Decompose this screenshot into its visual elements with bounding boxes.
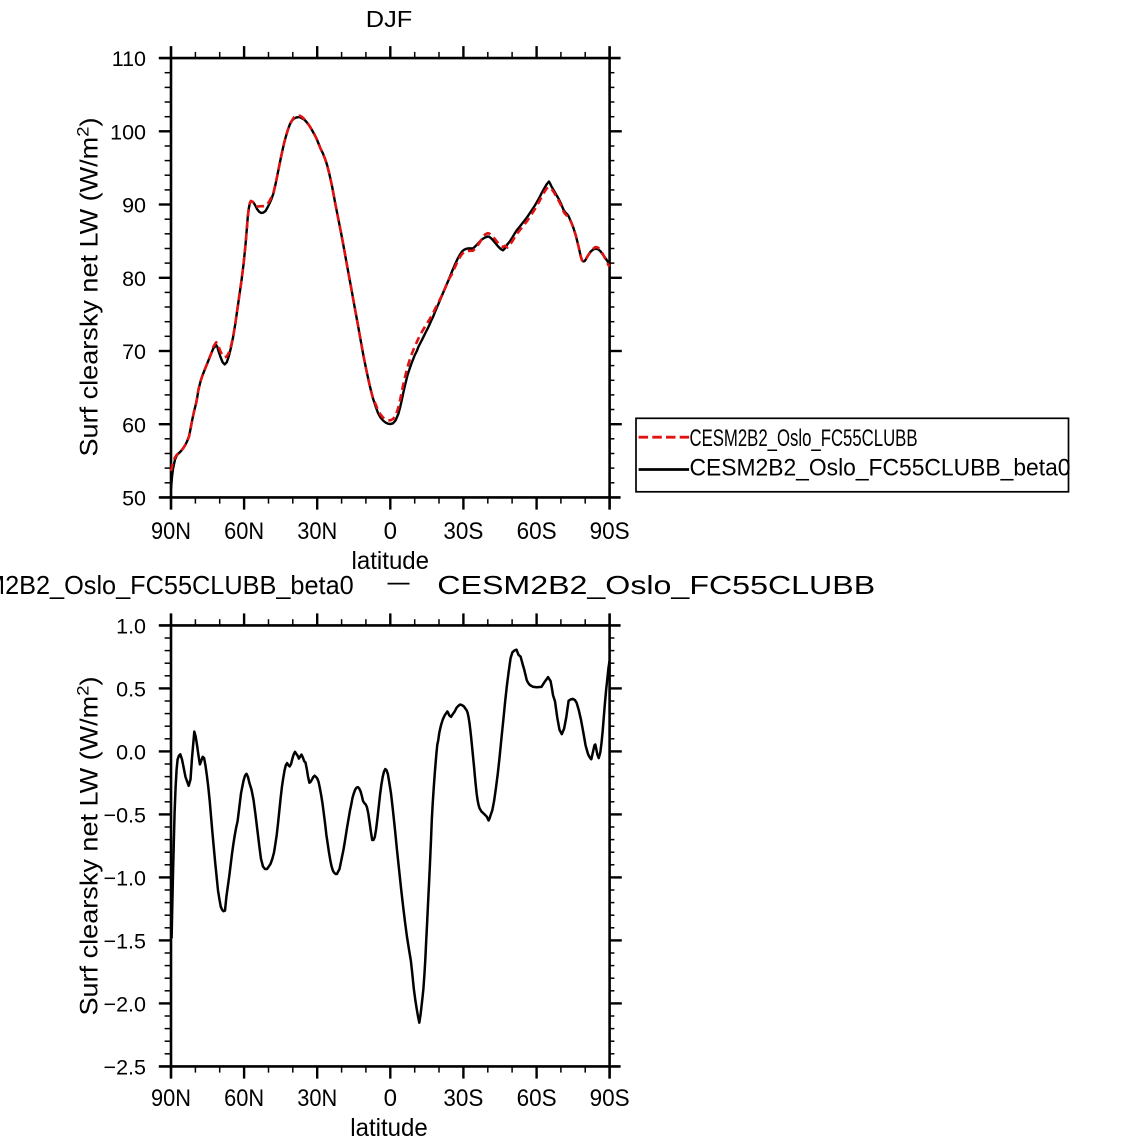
svg-text:−1.0: −1.0: [104, 867, 146, 891]
svg-text:30S: 30S: [443, 1085, 483, 1112]
svg-text:60N: 60N: [224, 518, 264, 545]
svg-text:60S: 60S: [517, 1085, 557, 1112]
svg-text:CESM2B2_Oslo_FC55CLUBB: CESM2B2_Oslo_FC55CLUBB: [690, 425, 918, 452]
svg-text:CESM2B2_Oslo_FC55CLUBB: CESM2B2_Oslo_FC55CLUBB: [437, 570, 875, 600]
svg-text:latitude: latitude: [352, 547, 430, 575]
svg-text:latitude: latitude: [350, 1114, 428, 1142]
svg-text:−1.5: −1.5: [104, 930, 146, 954]
svg-text:0.5: 0.5: [116, 678, 146, 702]
svg-text:—: —: [388, 566, 410, 596]
svg-text:90N: 90N: [151, 1085, 191, 1112]
svg-text:100: 100: [110, 120, 146, 144]
svg-text:90S: 90S: [590, 1085, 630, 1112]
svg-text:Surf clearsky net LW (W/m2): Surf clearsky net LW (W/m2): [73, 677, 104, 1016]
svg-text:30S: 30S: [443, 518, 483, 545]
svg-text:−2.5: −2.5: [104, 1056, 146, 1080]
svg-text:50: 50: [122, 487, 146, 511]
svg-text:0: 0: [384, 1085, 397, 1112]
svg-text:−2.0: −2.0: [104, 993, 146, 1017]
svg-text:30N: 30N: [297, 1085, 337, 1112]
svg-text:DJF: DJF: [366, 6, 413, 32]
svg-text:60S: 60S: [517, 518, 557, 545]
svg-text:1.0: 1.0: [116, 615, 146, 639]
svg-text:CESM2B2_Oslo_FC55CLUBB_beta0: CESM2B2_Oslo_FC55CLUBB_beta0: [690, 454, 1071, 481]
svg-text:60N: 60N: [224, 1085, 264, 1112]
svg-text:90: 90: [122, 194, 146, 218]
svg-text:110: 110: [112, 47, 146, 71]
svg-text:0: 0: [384, 518, 397, 545]
svg-text:90N: 90N: [151, 518, 191, 545]
svg-text:Surf clearsky net LW (W/m2): Surf clearsky net LW (W/m2): [73, 118, 104, 457]
svg-text:30N: 30N: [297, 518, 337, 545]
svg-text:CESM2B2_Oslo_FC55CLUBB_beta0: CESM2B2_Oslo_FC55CLUBB_beta0: [0, 570, 354, 600]
svg-text:60: 60: [122, 413, 146, 437]
svg-text:0.0: 0.0: [116, 741, 146, 765]
svg-text:−0.5: −0.5: [104, 804, 146, 828]
svg-text:70: 70: [122, 340, 146, 364]
svg-text:90S: 90S: [590, 518, 630, 545]
svg-text:80: 80: [122, 267, 146, 291]
